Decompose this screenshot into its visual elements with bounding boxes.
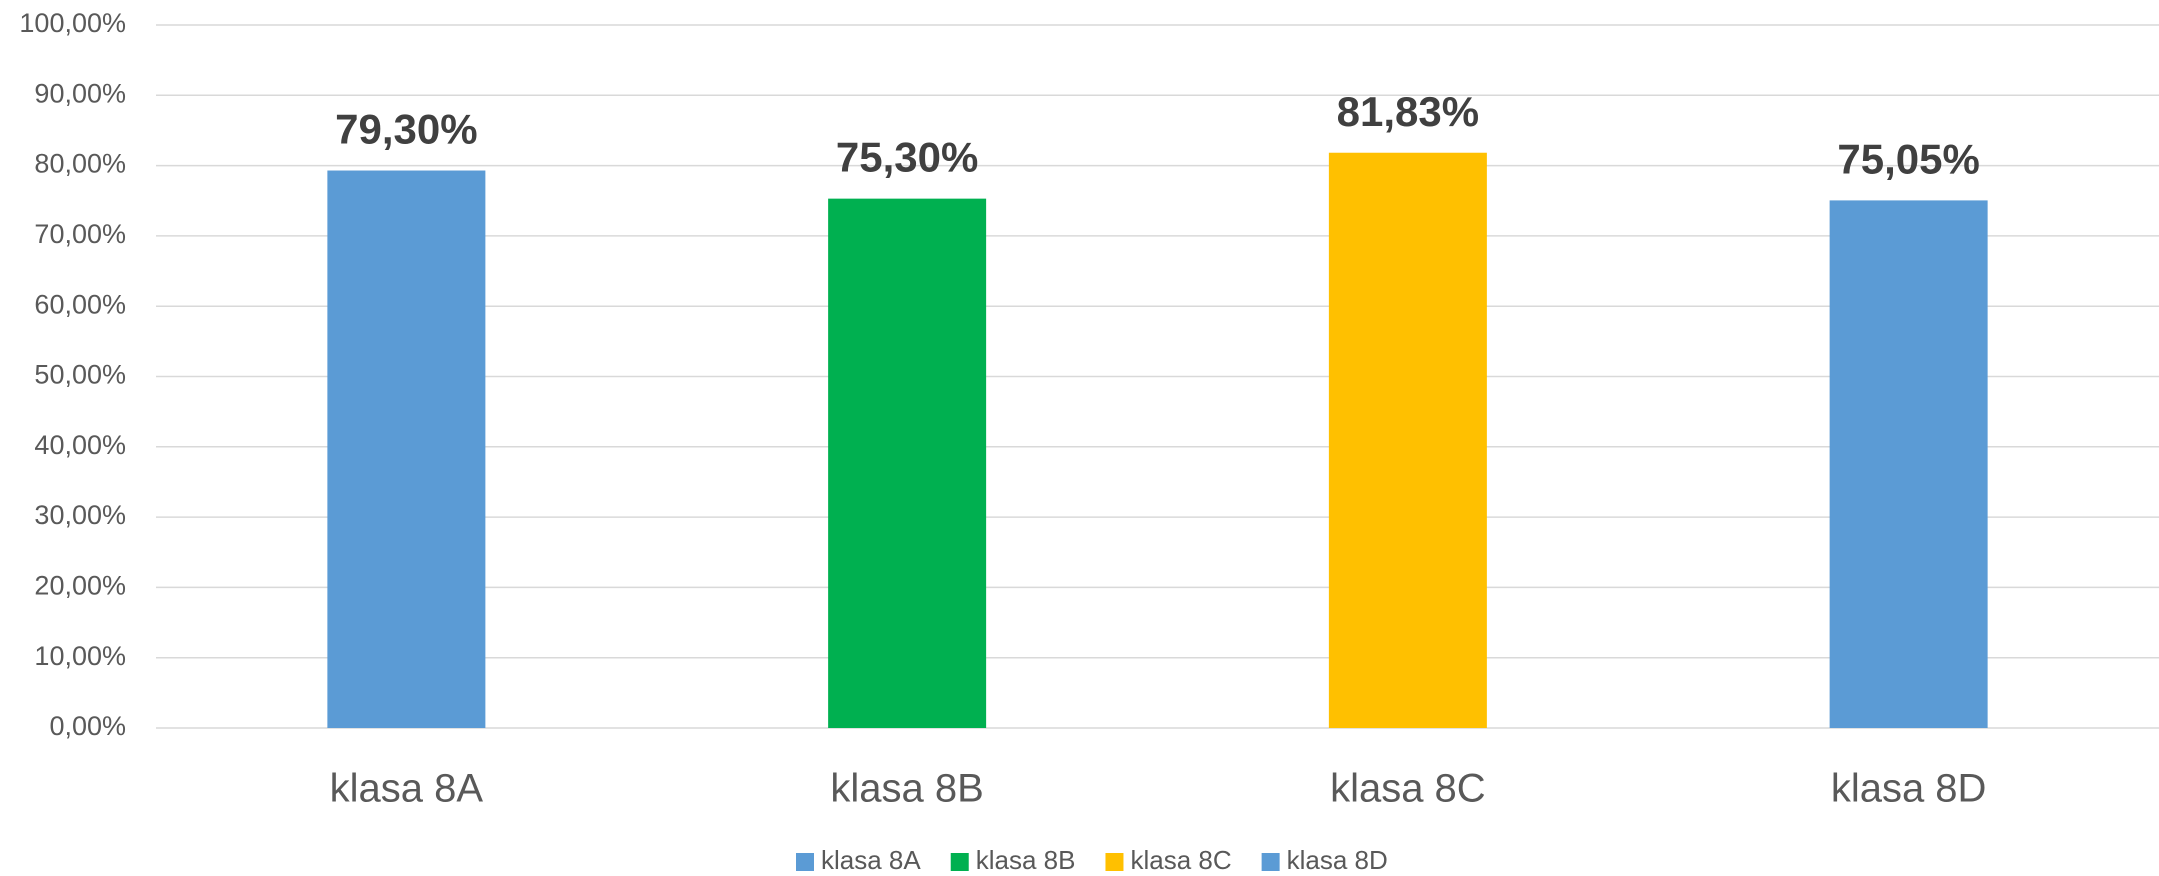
x-tick-label: klasa 8B: [830, 767, 983, 811]
y-tick-label: 40,00%: [34, 430, 126, 460]
y-tick-label: 60,00%: [34, 289, 126, 319]
y-tick-label: 90,00%: [34, 78, 126, 108]
bar: [1829, 200, 1988, 728]
legend-swatch: [1105, 853, 1124, 871]
y-tick-label: 70,00%: [34, 219, 126, 249]
y-tick-label: 80,00%: [34, 149, 126, 179]
data-label: 79,30%: [335, 106, 477, 153]
legend-label: klasa 8C: [1130, 845, 1231, 875]
y-tick-label: 50,00%: [34, 360, 126, 390]
data-label: 81,83%: [1337, 88, 1479, 135]
y-tick-label: 10,00%: [34, 641, 126, 671]
x-tick-label: klasa 8D: [1831, 767, 1987, 811]
legend-label: klasa 8D: [1287, 845, 1388, 875]
legend-label: klasa 8A: [821, 845, 921, 875]
bar: [828, 198, 987, 729]
legend-label: klasa 8B: [976, 845, 1076, 875]
y-tick-label: 20,00%: [34, 571, 126, 601]
x-tick-label: klasa 8A: [330, 767, 484, 811]
legend-swatch: [796, 853, 814, 871]
bar: [327, 170, 486, 728]
bar: [1328, 152, 1487, 728]
data-label: 75,30%: [836, 134, 978, 181]
data-label: 75,05%: [1837, 135, 1979, 182]
y-tick-label: 100,00%: [19, 8, 126, 38]
y-tick-label: 0,00%: [49, 711, 126, 741]
x-tick-label: klasa 8C: [1330, 767, 1486, 811]
y-tick-label: 30,00%: [34, 500, 126, 530]
legend-swatch: [950, 853, 969, 871]
legend-swatch: [1261, 853, 1280, 871]
